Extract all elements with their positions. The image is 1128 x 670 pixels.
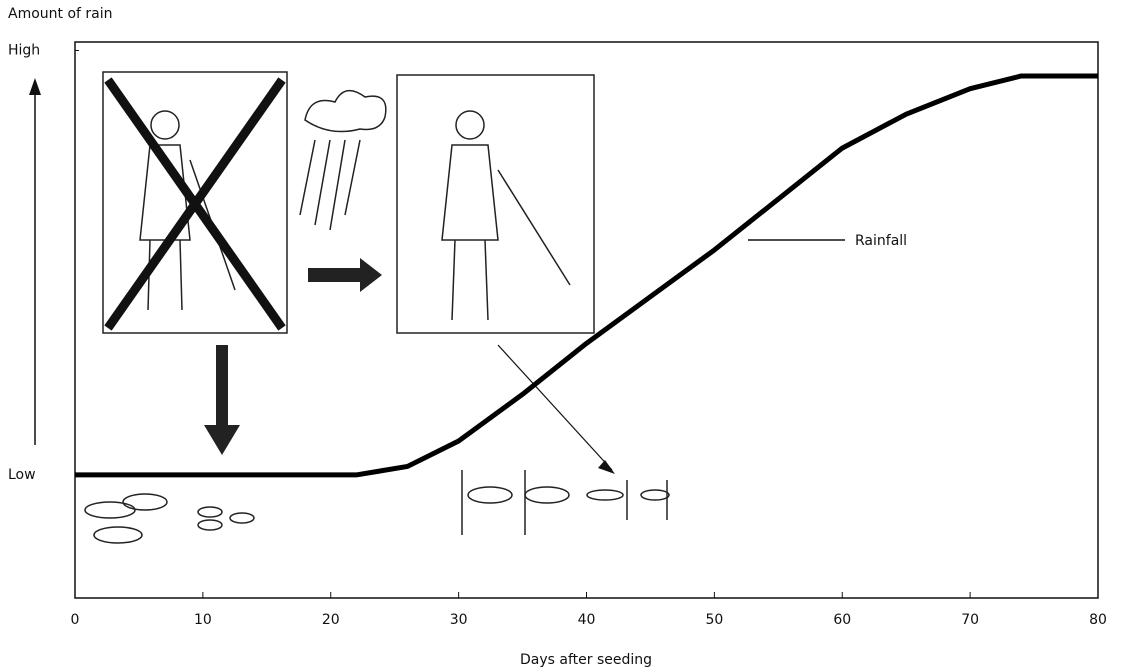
x-tick-label: 50 bbox=[705, 612, 723, 628]
y-arrow bbox=[29, 78, 41, 445]
x-axis-label: Days after seeding bbox=[520, 652, 652, 668]
x-tick-label: 60 bbox=[833, 612, 851, 628]
x-tick-label: 80 bbox=[1089, 612, 1107, 628]
y-tick-label: High bbox=[8, 42, 40, 58]
plot-frame bbox=[74, 41, 1099, 599]
x-tick-label: 0 bbox=[71, 612, 80, 628]
y-tick-label: Low bbox=[8, 467, 36, 483]
y-axis-label: Amount of rain bbox=[8, 6, 113, 22]
illustrations bbox=[84, 71, 670, 544]
x-tick-label: 10 bbox=[194, 612, 212, 628]
x-tick-label: 40 bbox=[578, 612, 596, 628]
series-label: Rainfall bbox=[855, 233, 907, 249]
x-tick-label: 30 bbox=[450, 612, 468, 628]
x-tick-label: 70 bbox=[961, 612, 979, 628]
rainfall-line bbox=[75, 73, 1098, 478]
x-tick-label: 20 bbox=[322, 612, 340, 628]
